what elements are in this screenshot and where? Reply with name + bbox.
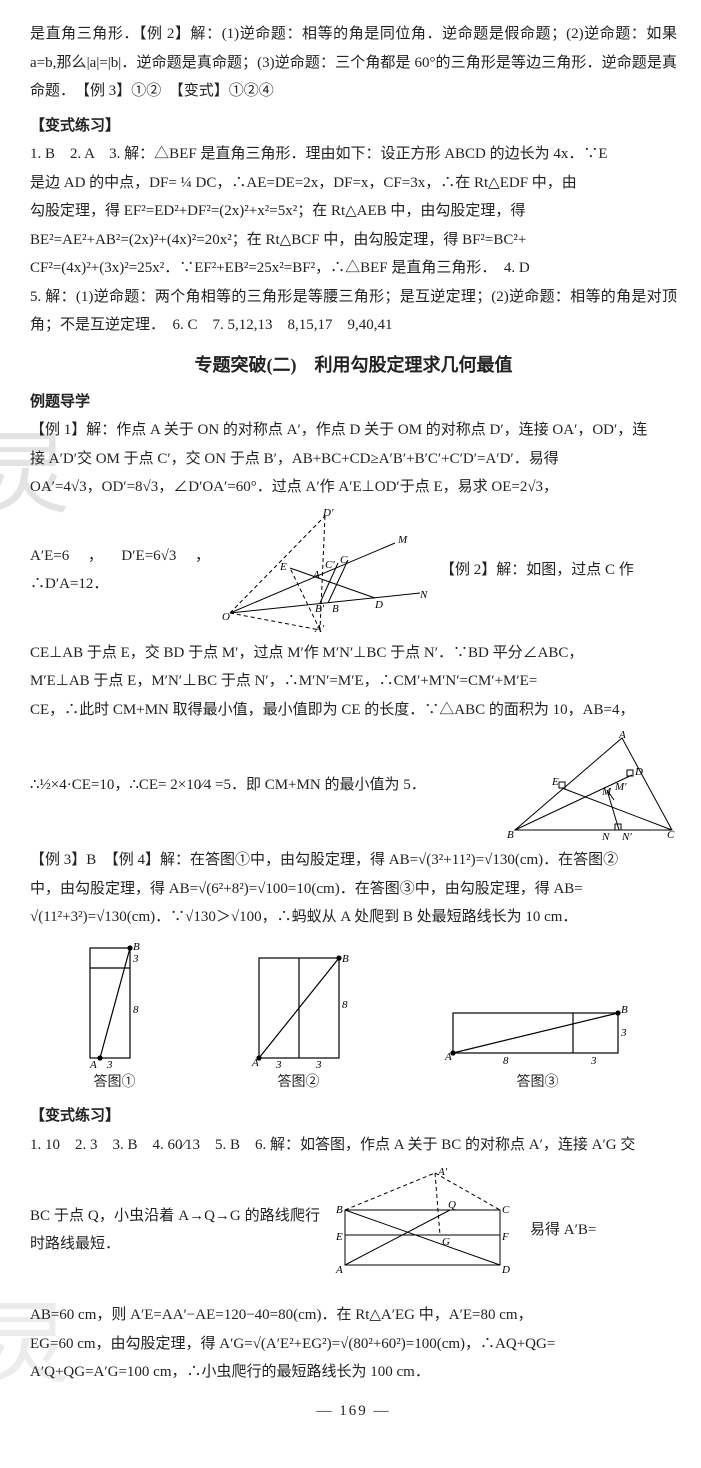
- v-p2: 是边 AD 的中点，DF= ¼ DC，∴AE=DE=2x，DF=x，CF=3x，…: [30, 169, 677, 198]
- e1a: 【例 1】解：作点 A 关于 ON 的对称点 A′，作点 D 关于 OM 的对称…: [30, 416, 677, 445]
- lbl-A: A: [312, 569, 320, 581]
- f3a-b: 3: [106, 1059, 113, 1068]
- t2-M1: M′: [614, 781, 627, 793]
- f3b-B: B: [342, 953, 349, 965]
- v2-2r: 易得 A′B=: [530, 1216, 677, 1245]
- v-p6: 5. 解：(1)逆命题：两个角相等的三角形是等腰三角形；是互逆定理；(2)逆命题…: [30, 283, 677, 340]
- e2-eq: ∴½×4·CE=10，∴CE= 2×10⁄4 =5．即 CM+MN 的最小值为 …: [30, 771, 497, 800]
- e2c: CE，∴此时 CM+MN 取得最小值，最小值即为 CE 的长度．∵△ABC 的面…: [30, 696, 677, 725]
- v-p1: 1. B 2. A 3. 解：△BEF 是直角三角形．理由如下：设正方形 ABC…: [30, 140, 677, 169]
- page-number: — 169 —: [30, 1397, 677, 1426]
- f3a-A: A: [89, 1059, 97, 1068]
- f4-A1: A′: [437, 1166, 448, 1178]
- example-sec: 例题导学: [30, 388, 677, 417]
- v2-5: A′Q+QG=A′G=100 cm，∴小虫爬行的最短路线长为 100 cm．: [30, 1358, 677, 1387]
- t2-C: C: [667, 829, 675, 840]
- e1c: OA′=4√3，OD′=8√3，∠D′OA′=60°．过点 A′作 A′E⊥OD…: [30, 473, 677, 502]
- f4-E: E: [335, 1231, 343, 1243]
- lbl-C: C: [340, 554, 348, 566]
- lbl-O: O: [222, 611, 230, 623]
- f4-B: B: [336, 1204, 343, 1216]
- f3a-t: 3: [132, 953, 139, 965]
- lbl-B1: B′: [315, 603, 325, 615]
- lbl-B: B: [332, 603, 339, 615]
- e1b: 接 A′D′交 OM 于点 C′，交 ON 于点 B′，AB+BC+CD≥A′B…: [30, 445, 677, 474]
- t2-E: E: [551, 776, 559, 788]
- e3c: √(11²+3²)=√130(cm)．∵√130＞√100，∴蚂蚁从 A 处爬到…: [30, 903, 677, 932]
- figure-2: A B C E D M M′ N N′: [507, 730, 677, 840]
- e1-right: 【例 2】解：如图，过点 C 作: [440, 556, 677, 585]
- t2-N: N: [601, 831, 610, 840]
- v2-4: EG=60 cm，由勾股定理，得 A′G=√(A′E²+EG²)=√(80²+6…: [30, 1330, 677, 1359]
- v2-3: AB=60 cm，则 A′E=AA′−AE=120−40=80(cm)．在 Rt…: [30, 1301, 677, 1330]
- f4-C: C: [502, 1204, 510, 1216]
- v-p3: 勾股定理，得 EF²=ED²+DF²=(2x)²+x²=5x²；在 Rt△AEB…: [30, 197, 677, 226]
- lbl-N: N: [419, 589, 428, 601]
- e1-left: A′E=6，D′E=6√3，∴D′A=12．: [30, 542, 210, 599]
- cap1: 答图①: [75, 1070, 155, 1097]
- variant-title: 【变式练习】: [30, 112, 677, 141]
- t2-M: M: [601, 786, 612, 798]
- cap3: 答图③: [443, 1070, 633, 1097]
- f3c-A: A: [444, 1051, 452, 1063]
- f4-A: A: [335, 1264, 343, 1276]
- f3b-A: A: [251, 1057, 259, 1068]
- section-title: 专题突破(二) 利用勾股定理求几何最值: [30, 348, 677, 382]
- f3c-B: B: [621, 1004, 628, 1016]
- ansfig-3: B 3 A 8 3: [443, 998, 633, 1068]
- t2-N1: N′: [621, 831, 632, 840]
- t2-B: B: [507, 829, 514, 840]
- t2-A: A: [618, 730, 626, 741]
- lbl-D: D: [374, 599, 383, 611]
- variant2-title: 【变式练习】: [30, 1102, 677, 1131]
- ansfig-2: B 8 A 3 3: [244, 948, 354, 1068]
- f3a-B: B: [133, 941, 140, 953]
- f3c-t: 3: [620, 1027, 627, 1039]
- v2-1: 1. 10 2. 3 3. B 4. 60⁄13 5. B 6. 解：如答图，作…: [30, 1131, 677, 1160]
- f4-D: D: [501, 1264, 510, 1276]
- t2-D: D: [634, 766, 643, 778]
- lbl-E: E: [279, 561, 287, 573]
- f3b-r: 3: [315, 1059, 322, 1068]
- f4-F: F: [501, 1231, 509, 1243]
- figure-4: A′ B C Q E F G A D: [330, 1165, 520, 1295]
- f3c-r: 3: [590, 1055, 597, 1067]
- intro-para: 是直角三角形．【例 2】解：(1)逆命题：相等的角是同位角．逆命题是假命题；(2…: [30, 20, 677, 106]
- e3b: 中，由勾股定理，得 AB=√(6²+8²)=√100=10(cm)．在答图③中，…: [30, 875, 677, 904]
- e3a: 【例 3】B 【例 4】解：在答图①中，由勾股定理，得 AB=√(3²+11²)…: [30, 846, 677, 875]
- f3b-l: 3: [275, 1059, 282, 1068]
- f4-G: G: [442, 1236, 450, 1248]
- v-p4: BE²=AE²+AB²=(2x)²+(4x)²=20x²；在 Rt△BCF 中，…: [30, 226, 677, 255]
- answer-figures: B 3 8 A 3 答图①: [30, 938, 677, 1097]
- e2a: CE⊥AB 于点 E，交 BD 于点 M′，过点 M′作 M′N′⊥BC 于点 …: [30, 639, 677, 668]
- v-p5: CF²=(4x)²+(3x)²=25x²．∵EF²+EB²=25x²=BF²，∴…: [30, 254, 677, 283]
- lbl-M: M: [397, 534, 408, 546]
- ansfig-1: B 3 8 A 3: [75, 938, 155, 1068]
- e2b: M′E⊥AB 于点 E，M′N′⊥BC 于点 N′，∴M′N′=M′E，∴CM′…: [30, 667, 677, 696]
- lbl-D1: D′: [322, 508, 334, 519]
- lbl-C1: C′: [325, 559, 335, 571]
- lbl-A1: A′: [314, 623, 325, 633]
- f3a-h: 8: [133, 1004, 139, 1016]
- f4-Q: Q: [448, 1199, 456, 1211]
- cap2: 答图②: [244, 1070, 354, 1097]
- figure-1: D′ O M N D A′ E A C C′ B′ B: [220, 508, 430, 633]
- f3c-l: 8: [503, 1055, 509, 1067]
- v2-2l: BC 于点 Q，小虫沿着 A→Q→G 的路线爬行时路线最短．: [30, 1202, 320, 1259]
- f3b-h: 8: [342, 999, 348, 1011]
